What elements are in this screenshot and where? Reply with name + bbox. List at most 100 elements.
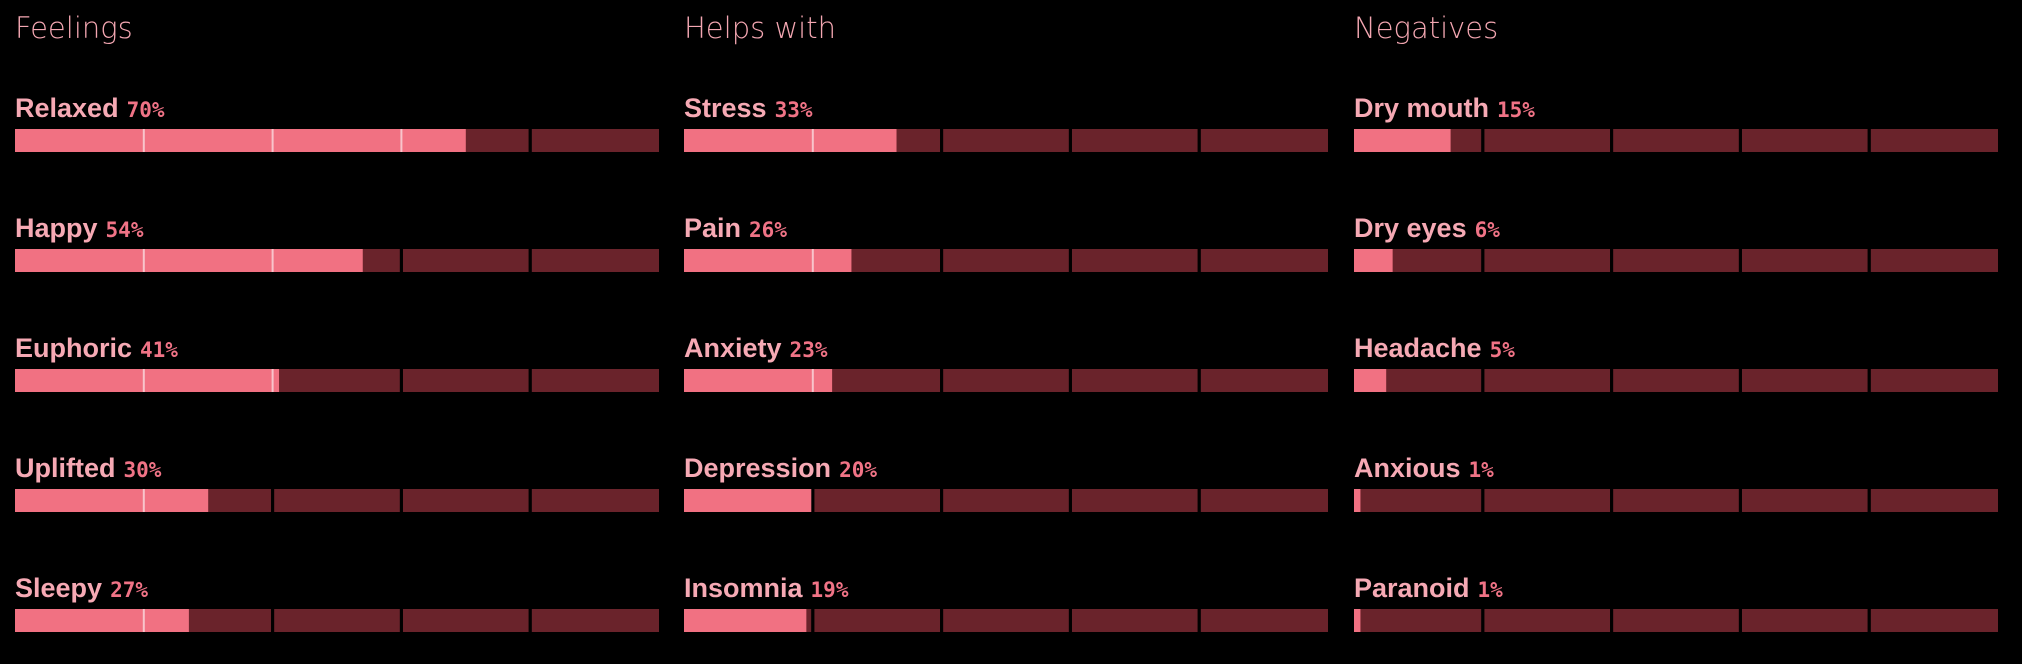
bar-fill — [15, 609, 189, 632]
effect-name: Headache — [1354, 333, 1482, 363]
effect-label: Headache 5% — [1354, 333, 1515, 363]
bar-segment — [814, 609, 941, 632]
bar-fill — [1354, 609, 1361, 632]
bar-segment — [1870, 249, 1998, 272]
bar-segment — [1613, 369, 1739, 392]
bar-segment — [274, 369, 400, 392]
effect-percent: 70% — [127, 98, 165, 122]
bar-segment — [1354, 489, 1482, 512]
effect-percent: 15% — [1497, 98, 1535, 122]
bar-segment — [1870, 129, 1998, 152]
bar-fill — [684, 129, 897, 152]
bar-segment — [943, 129, 1069, 152]
bar-segment — [1870, 489, 1998, 512]
bar-segment — [1200, 369, 1328, 392]
bar-segment — [531, 129, 659, 152]
bar-segment — [531, 249, 659, 272]
effect-name: Anxiety — [684, 333, 782, 363]
effect-percent: 30% — [124, 458, 162, 482]
effect-label: Pain 26% — [684, 213, 787, 243]
bar-segment — [1200, 609, 1328, 632]
column-heading: Feelings — [15, 11, 133, 45]
effect-label: Depression 20% — [684, 453, 877, 483]
bar-segment — [531, 369, 659, 392]
bar-segment — [1741, 129, 1868, 152]
effect-label: Anxiety 23% — [684, 333, 828, 363]
bar-segment — [1071, 249, 1198, 272]
bar-segment — [1613, 489, 1739, 512]
bar-segment — [1741, 489, 1868, 512]
bar-segment — [1484, 369, 1611, 392]
effect-name: Depression — [684, 453, 831, 483]
bar-segment — [943, 249, 1069, 272]
bar-fill — [15, 369, 280, 392]
column-heading: Negatives — [1354, 11, 1498, 45]
effect-name: Insomnia — [684, 573, 804, 603]
bar-segment — [402, 369, 529, 392]
bar-segment — [1200, 249, 1328, 272]
bar-fill — [1354, 369, 1387, 392]
column-heading: Helps with — [684, 11, 836, 45]
effect-percent: 27% — [110, 578, 148, 602]
effect-percent: 33% — [775, 98, 813, 122]
bar-segment — [1741, 609, 1868, 632]
bar-fill — [684, 249, 852, 272]
effect-name: Uplifted — [15, 453, 116, 483]
bar-segment — [1200, 129, 1328, 152]
bar-segment — [402, 489, 529, 512]
bar-segment — [1870, 369, 1998, 392]
effect-percent: 1% — [1478, 578, 1504, 602]
bar-fill — [15, 489, 209, 512]
bar-fill — [1354, 489, 1361, 512]
bar-fill — [684, 369, 833, 392]
bar-segment — [1484, 129, 1611, 152]
effect-name: Pain — [684, 213, 741, 243]
effect-label: Sleepy 27% — [15, 573, 148, 603]
effect-percent: 1% — [1469, 458, 1495, 482]
effect-percent: 5% — [1490, 338, 1516, 362]
effect-label: Euphoric 41% — [15, 333, 178, 363]
bar-segment — [1484, 249, 1611, 272]
effect-name: Stress — [684, 93, 767, 123]
effect-percent: 6% — [1475, 218, 1501, 242]
effect-label: Insomnia 19% — [684, 573, 849, 603]
bar-segment — [274, 489, 400, 512]
bar-segment — [814, 489, 941, 512]
bar-segment — [1200, 489, 1328, 512]
bar-segment — [402, 609, 529, 632]
effect-name: Dry mouth — [1354, 93, 1489, 123]
bar-segment — [1354, 609, 1482, 632]
effect-label: Paranoid 1% — [1354, 573, 1503, 603]
bar-segment — [274, 609, 400, 632]
effect-label: Dry eyes 6% — [1354, 213, 1500, 243]
effect-label: Uplifted 30% — [15, 453, 162, 483]
bar-segment — [1071, 129, 1198, 152]
effect-percent: 20% — [839, 458, 877, 482]
bar-segment — [1071, 489, 1198, 512]
effect-name: Paranoid — [1354, 573, 1470, 603]
effect-label: Anxious 1% — [1354, 453, 1494, 483]
effect-name: Anxious — [1354, 453, 1461, 483]
effect-percent: 19% — [811, 578, 849, 602]
bar-fill — [684, 609, 807, 632]
bar-segment — [1484, 489, 1611, 512]
bar-fill — [684, 489, 813, 512]
effect-name: Dry eyes — [1354, 213, 1467, 243]
bar-segment — [1613, 129, 1739, 152]
bar-segment — [1613, 249, 1739, 272]
bar-fill — [1354, 249, 1393, 272]
effect-label: Relaxed 70% — [15, 93, 165, 123]
bar-segment — [1870, 609, 1998, 632]
effect-percent: 26% — [749, 218, 787, 242]
bar-segment — [1071, 369, 1198, 392]
effect-label: Happy 54% — [15, 213, 144, 243]
bar-segment — [1613, 609, 1739, 632]
effect-name: Relaxed — [15, 93, 119, 123]
effect-label: Dry mouth 15% — [1354, 93, 1535, 123]
bar-segment — [943, 609, 1069, 632]
effect-name: Euphoric — [15, 333, 132, 363]
bar-segment — [1741, 249, 1868, 272]
bar-segment — [1484, 609, 1611, 632]
